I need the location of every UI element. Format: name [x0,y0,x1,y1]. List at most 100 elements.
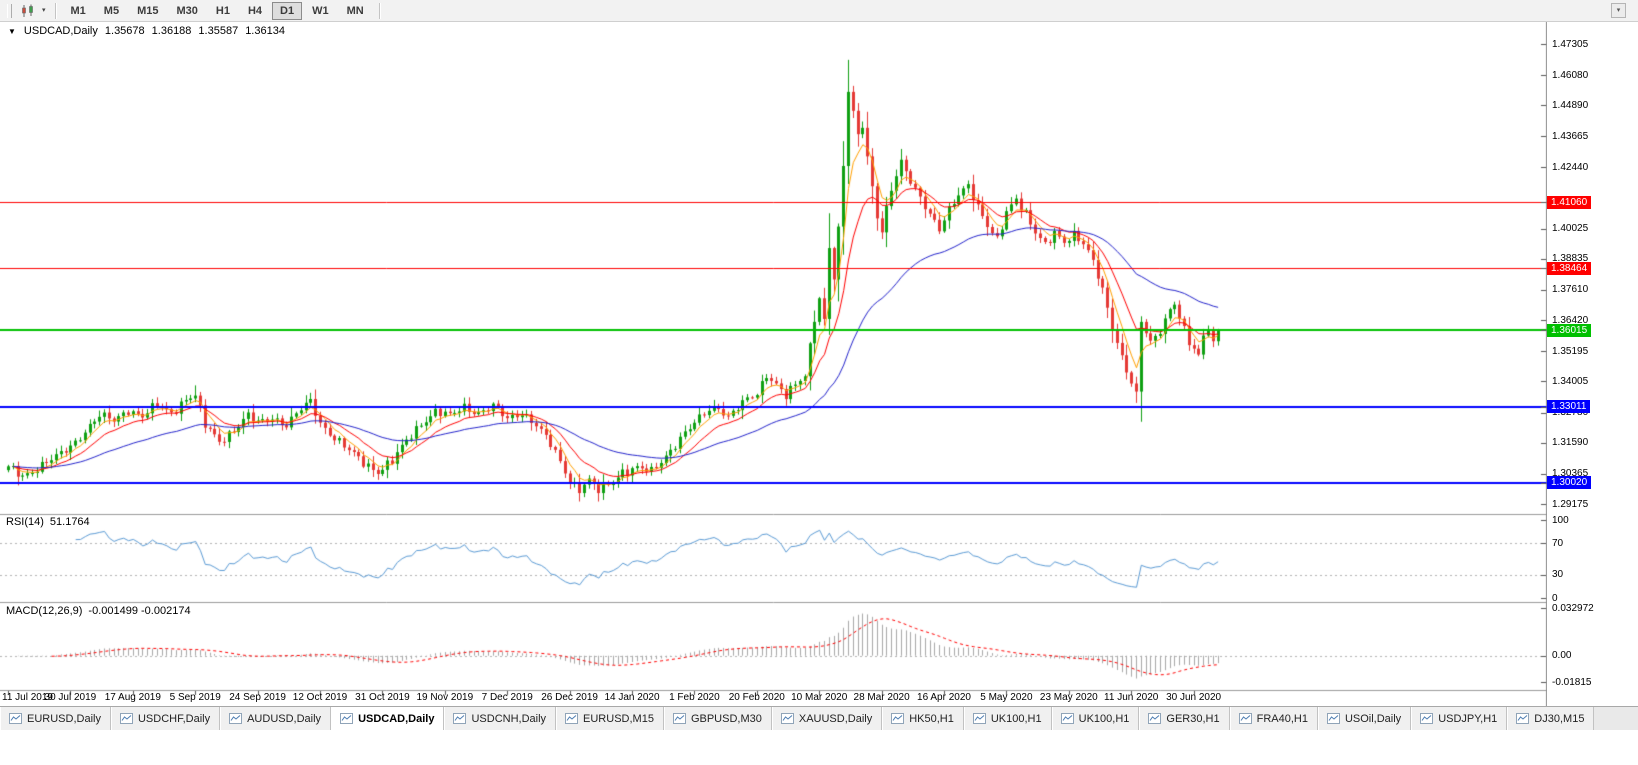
chart-tab-eurusd-daily[interactable]: EURUSD,Daily [0,707,111,730]
chart-type-caret-button[interactable]: ▾ [40,6,48,16]
chart-tab-label: USDCAD,Daily [358,712,435,725]
date-axis-label: 24 Sep 2019 [229,692,286,703]
chart-tab-icon [780,713,794,724]
date-axis-label: 14 Jan 2020 [604,692,660,703]
chart-tab-eurusd-m15[interactable]: EURUSD,M15 [556,707,664,730]
chart-tab-audusd-daily[interactable]: AUDUSD,Daily [220,707,332,730]
chart-tab-icon [9,713,22,724]
date-axis[interactable]: 11 Jul 2019 30 Jul 2019 17 Aug 2019 5 Sep 2… [0,690,1547,706]
price-axis-label: 1.44890 [1552,99,1589,111]
chart-tab-usdcnh-daily[interactable]: USDCNH,Daily [444,707,557,730]
chart-tab-uk100-h1[interactable]: UK100,H1 [1051,707,1140,730]
chart-tab-usoil-daily[interactable]: USOil,Daily [1317,707,1412,730]
chart-tab-icon [1060,713,1074,724]
macd-axis-label: -0.01815 [1552,676,1592,688]
price-line-badge: 1.41060 [1547,195,1592,209]
chart-tab-icon [1238,713,1252,724]
toolbar-overflow-button[interactable]: ▾ [1611,3,1626,18]
price-line-badge: 1.30020 [1547,476,1592,490]
chart-tab-label: USOil,Daily [1344,712,1402,725]
toolbar-separator [378,2,380,19]
toolbar-drag-handle[interactable] [7,3,12,18]
price-axis-label: 1.38835 [1552,253,1589,265]
chart-tab-label: HK50,H1 [909,712,954,725]
date-axis-label: 1 Feb 2020 [669,692,720,703]
timeframe-button-m5[interactable]: M5 [103,4,120,17]
timeframe-button-h4[interactable]: H4 [247,4,263,17]
chart-tab-usdchf-daily[interactable]: USDCHF,Daily [110,707,221,730]
chart-tab-icon [1516,713,1530,724]
chart-type-button[interactable] [18,3,38,19]
date-axis-label: 30 Jun 2020 [1166,692,1222,703]
rsi-axis-label: 70 [1552,537,1564,549]
one-click-trading-icon[interactable]: ▼ [8,26,16,36]
chart-tab-label: USDCHF,Daily [137,712,211,725]
timeframe-button-m30[interactable]: M30 [176,4,198,17]
timeframe-button-mn[interactable]: MN [346,4,364,17]
timeframe-button-w1[interactable]: W1 [312,4,329,17]
price-axis-label: 1.36420 [1552,314,1589,326]
chart-tab-label: GER30,H1 [1166,712,1220,725]
chart-tab-usdjpy-h1[interactable]: USDJPY,H1 [1411,707,1508,730]
chart-tab-label: XAUUSD,Daily [798,712,873,725]
price-axis-label: 1.29175 [1552,498,1589,510]
chart-tab-gbpusd-m30[interactable]: GBPUSD,M30 [663,707,772,730]
price-axis-label: 1.30365 [1552,468,1589,480]
chart-tab-uk100-h1[interactable]: UK100,H1 [963,707,1052,730]
price-axis-label: 1.31590 [1552,437,1589,449]
price-chart-canvas[interactable] [0,22,1547,706]
price-line-badge: 1.33011 [1547,400,1591,414]
timeframe-button-d1[interactable]: D1 [272,1,303,20]
date-axis-label: 19 Nov 2019 [416,692,474,703]
chart-tab-icon [1420,713,1434,724]
date-axis-label: 31 Oct 2019 [355,692,410,703]
date-axis-label: 5 Sep 2019 [169,692,221,703]
chart-tab-label: GBPUSD,M30 [690,712,762,725]
timeframe-button-m1[interactable]: M1 [70,4,86,17]
chart-tab-label: AUDUSD,Daily [247,712,322,725]
macd-indicator-label: MACD(12,26,9) -0.001499 -0.002174 [6,605,191,617]
chart-tab-label: USDCNH,Daily [471,712,547,725]
rsi-name: RSI(14) [6,516,44,528]
rsi-value: 51.1764 [49,516,90,528]
timeframe-button-group: M1 M5 M15 M30 H1 H4 D1 W1 MN [62,1,373,20]
chart-window: ▼ USDCAD,Daily 1.35678 1.36188 1.35587 1… [0,22,1638,706]
date-axis-label: 11 Jul 2019 [2,692,53,703]
chart-symbol-label: USDCAD,Daily [23,25,98,37]
date-axis-label: 5 May 2020 [980,692,1033,703]
chart-title: ▼ USDCAD,Daily 1.35678 1.36188 1.35587 1… [8,25,285,37]
price-line-badge: 1.38464 [1547,261,1592,275]
chart-tab-label: DJ30,M15 [1534,712,1585,725]
price-axis-label: 1.37610 [1552,284,1589,296]
timeframe-button-h1[interactable]: H1 [215,4,230,17]
timeframe-button-m15[interactable]: M15 [137,4,159,17]
date-axis-label: 23 May 2020 [1039,692,1098,703]
macd-axis-label: 0.00 [1552,650,1572,662]
chevron-down-icon: ▾ [1616,7,1621,14]
date-axis-label: 20 Feb 2020 [728,692,785,703]
chart-tab-icon [672,713,686,724]
chart-tab-xauusd-daily[interactable]: XAUUSD,Daily [771,707,883,730]
price-axis-label: 1.40025 [1552,223,1589,235]
chart-tab-ger30-h1[interactable]: GER30,H1 [1139,707,1230,730]
chart-tab-dj30-m15[interactable]: DJ30,M15 [1507,707,1595,730]
chart-tab-usdcad-daily[interactable]: USDCAD,Daily [331,707,445,730]
date-axis-label: 16 Apr 2020 [917,692,971,703]
toolbar-separator [54,2,56,19]
macd-value: -0.001499 -0.002174 [88,605,191,617]
date-axis-label: 26 Dec 2019 [541,692,598,703]
chart-tab-icon [453,713,467,724]
macd-name: MACD(12,26,9) [6,605,83,617]
price-axis[interactable]: 1.47305 1.46080 1.44890 1.43665 1.42440 1.400… [1547,22,1638,690]
quote-open: 1.35678 [104,25,145,37]
chart-tab-bar: EURUSD,Daily USDCHF,Daily AUDUSD,Daily USDC… [0,706,1638,730]
status-area [0,730,1638,765]
chart-tab-label: USDJPY,H1 [1438,712,1498,725]
top-toolbar: ▾ M1 M5 M15 M30 H1 H4 D1 W1 MN ▾ [0,0,1638,22]
chart-tab-fra40-h1[interactable]: FRA40,H1 [1229,707,1318,730]
chart-tab-icon [972,713,986,724]
chevron-down-icon: ▾ [42,6,46,14]
chart-tab-hk50-h1[interactable]: HK50,H1 [882,707,964,730]
price-axis-label: 1.47305 [1552,38,1589,50]
chart-tab-label: FRA40,H1 [1256,712,1308,725]
